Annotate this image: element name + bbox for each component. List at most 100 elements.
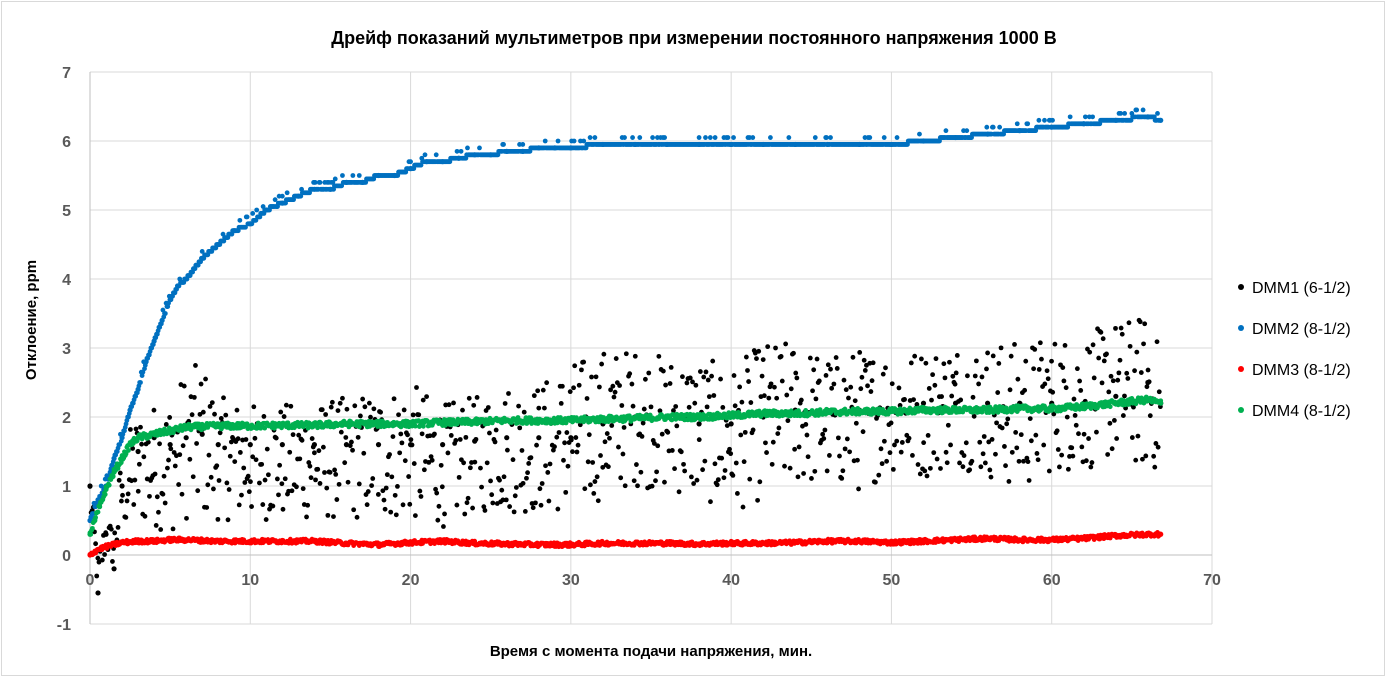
data-point: [694, 477, 700, 483]
data-point: [1061, 378, 1067, 384]
data-point: [356, 424, 362, 430]
data-point: [844, 436, 850, 442]
data-point: [166, 457, 171, 463]
data-point: [1141, 341, 1146, 347]
data-point: [313, 477, 318, 483]
data-point: [759, 373, 765, 379]
data-point: [592, 135, 598, 140]
data-point: [1008, 353, 1014, 359]
data-point: [887, 450, 893, 456]
data-point: [536, 405, 542, 411]
data-point: [650, 135, 656, 140]
data-point: [115, 525, 121, 530]
data-point: [1107, 420, 1113, 426]
data-point: [1016, 458, 1022, 464]
data-point: [446, 402, 452, 408]
data-point: [612, 389, 618, 395]
data-point: [398, 431, 404, 437]
data-point: [941, 361, 947, 367]
data-point: [1158, 398, 1164, 404]
data-point: [355, 434, 361, 440]
data-point: [405, 432, 410, 438]
data-point: [533, 500, 538, 506]
data-point: [380, 488, 386, 494]
data-point: [782, 463, 787, 469]
data-point: [358, 413, 363, 419]
data-point: [534, 442, 539, 448]
data-point: [957, 460, 962, 466]
data-point: [741, 459, 747, 465]
data-point: [961, 453, 967, 458]
data-point: [265, 472, 271, 478]
data-point: [135, 488, 141, 494]
data-point: [227, 453, 233, 459]
data-point: [1035, 457, 1041, 463]
data-point: [320, 444, 326, 450]
data-point: [391, 396, 397, 402]
data-point: [731, 135, 736, 140]
data-point: [690, 379, 695, 385]
data-point: [737, 384, 743, 390]
data-point: [599, 361, 605, 367]
data-point: [1154, 339, 1160, 345]
data-point: [482, 508, 488, 513]
data-point: [308, 475, 314, 481]
data-point: [1077, 378, 1083, 384]
data-point: [637, 135, 643, 140]
data-point: [1042, 381, 1048, 387]
data-point: [1059, 452, 1065, 458]
data-point: [558, 401, 564, 406]
data-point: [181, 383, 187, 389]
data-point: [722, 468, 728, 473]
data-point: [454, 421, 460, 427]
data-point: [312, 180, 318, 185]
data-point: [1076, 431, 1081, 437]
data-point: [141, 454, 147, 460]
data-point: [207, 404, 213, 409]
data-point: [1134, 107, 1140, 113]
data-point: [938, 466, 943, 471]
data-point: [361, 450, 367, 456]
data-point: [371, 406, 377, 412]
data-point: [971, 413, 977, 419]
data-point: [422, 152, 428, 158]
data-point: [745, 368, 750, 373]
data-point: [703, 369, 709, 375]
data-point: [997, 124, 1003, 130]
data-point: [776, 425, 782, 431]
data-point: [714, 482, 720, 488]
data-point: [888, 420, 894, 426]
data-point: [304, 514, 309, 520]
data-point: [584, 396, 590, 401]
data-point: [1021, 458, 1026, 464]
data-point: [572, 363, 578, 369]
data-point: [1098, 329, 1104, 335]
data-point: [1140, 456, 1145, 462]
data-point: [953, 370, 959, 376]
data-point: [998, 345, 1004, 351]
data-point: [982, 460, 988, 466]
data-point: [458, 148, 464, 154]
data-point: [315, 466, 321, 472]
data-point: [145, 439, 151, 445]
data-point: [680, 374, 685, 380]
data-point: [279, 425, 284, 431]
data-point: [1113, 393, 1119, 399]
data-point: [127, 427, 133, 432]
data-point: [370, 476, 376, 481]
data-point: [1028, 438, 1034, 444]
data-point: [402, 458, 408, 464]
data-point: [439, 484, 445, 490]
data-point: [816, 378, 822, 384]
data-point: [350, 447, 355, 453]
data-point: [665, 429, 671, 435]
data-point: [985, 400, 991, 406]
data-point: [908, 360, 914, 366]
data-point: [331, 514, 336, 519]
data-point: [1140, 107, 1146, 113]
data-point: [411, 461, 417, 466]
data-point: [95, 555, 101, 561]
data-point: [847, 449, 852, 455]
data-point: [627, 371, 633, 377]
